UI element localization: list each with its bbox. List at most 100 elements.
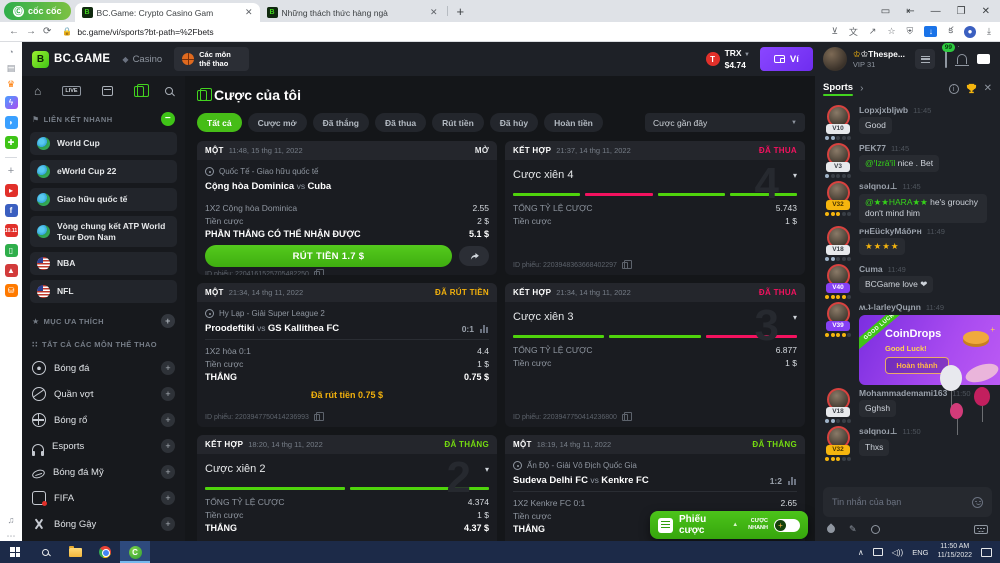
extension-icon[interactable]: క bbox=[948, 25, 954, 35]
chevron-right-icon[interactable]: › bbox=[860, 83, 864, 94]
hidden-icons-chevron[interactable]: ∧ bbox=[857, 547, 864, 557]
collapse-button[interactable]: − bbox=[161, 112, 175, 126]
coindrops-complete-button[interactable]: Hoàn thành bbox=[885, 356, 949, 374]
chevron-down-icon[interactable]: ▾ bbox=[484, 464, 489, 474]
minimize-button[interactable]: — bbox=[930, 5, 941, 17]
balance-selector[interactable]: T TRX ▼ $4.74 bbox=[705, 48, 750, 70]
add-icon[interactable]: + bbox=[161, 439, 175, 454]
downloads-icon[interactable]: ⤓ bbox=[987, 26, 991, 36]
messenger-icon[interactable]: ϟ bbox=[4, 96, 18, 109]
menu-button[interactable] bbox=[915, 49, 935, 69]
filter-pill[interactable]: Cược mở bbox=[247, 113, 307, 132]
nav-sports[interactable]: Các môn thể thao bbox=[174, 47, 250, 71]
add-icon[interactable]: + bbox=[161, 465, 175, 480]
language-indicator[interactable]: ENG bbox=[912, 547, 929, 557]
bcgame-logo[interactable]: B BC.GAME bbox=[32, 50, 110, 68]
share-button[interactable] bbox=[459, 246, 489, 266]
chevron-down-icon[interactable]: ▾ bbox=[792, 312, 797, 322]
crown-icon[interactable]: ♛ bbox=[6, 79, 16, 89]
copy-icon[interactable] bbox=[621, 260, 633, 269]
tab-close-icon[interactable]: ✕ bbox=[244, 7, 253, 17]
promo-hat-icon[interactable]: ▲ bbox=[4, 264, 18, 277]
more-icon[interactable]: ⋯ bbox=[6, 531, 16, 541]
betslip-button[interactable]: Phiếu cược ▲ CƯỢC NHANH bbox=[650, 511, 808, 539]
history-icon[interactable]: ◔ bbox=[8, 47, 14, 57]
maximize-button[interactable]: ❐ bbox=[956, 5, 966, 17]
copy-icon[interactable] bbox=[313, 412, 325, 421]
coccoc-brand-button[interactable]: Ⓒ cốc cốc bbox=[4, 2, 71, 20]
save-page-icon[interactable]: ⊻ bbox=[831, 26, 838, 36]
filter-pill[interactable]: Đã thắng bbox=[312, 113, 369, 132]
quick-link-item[interactable]: eWorld Cup 22 bbox=[30, 160, 177, 183]
taskbar-search-icon[interactable] bbox=[30, 541, 60, 563]
gif-keyboard-icon[interactable] bbox=[974, 524, 988, 534]
quickbet-toggle[interactable] bbox=[774, 518, 800, 532]
games-icon[interactable]: ✚ bbox=[4, 136, 18, 149]
chevron-down-icon[interactable]: ▾ bbox=[792, 170, 797, 180]
filter-pill[interactable]: Tất cả bbox=[197, 113, 242, 132]
add-icon[interactable]: + bbox=[161, 387, 175, 402]
chrome-icon[interactable] bbox=[90, 541, 120, 563]
sport-item[interactable]: Quần vợt + bbox=[30, 381, 177, 407]
sport-item[interactable]: Bóng đá Mỹ + bbox=[30, 459, 177, 485]
emoji-icon[interactable] bbox=[972, 496, 983, 508]
quick-link-item[interactable]: World Cup bbox=[30, 132, 177, 155]
sale-10-11-icon[interactable]: 10.11 bbox=[4, 224, 18, 237]
filter-pill[interactable]: Hoàn tiền bbox=[544, 113, 603, 132]
add-shortcut-icon[interactable]: + bbox=[7, 165, 15, 177]
sport-item[interactable]: FIFA + bbox=[30, 485, 177, 511]
zalo-chat-icon[interactable]: ◗ bbox=[4, 116, 18, 129]
copy-icon[interactable] bbox=[313, 269, 325, 275]
user-profile[interactable]: ♔♔Thespe... VIP 31 bbox=[822, 47, 905, 71]
tab-close-icon[interactable]: ✕ bbox=[429, 7, 438, 17]
live-icon[interactable]: LIVE bbox=[62, 86, 81, 96]
trophy-icon[interactable] bbox=[966, 83, 977, 94]
add-icon[interactable]: + bbox=[161, 361, 175, 376]
facebook-icon[interactable]: f bbox=[4, 204, 18, 217]
download-extension-icon[interactable]: ↓ bbox=[924, 26, 938, 37]
chat-rules-icon[interactable]: ✎ bbox=[849, 523, 857, 534]
taskbar-clock[interactable]: 11:50 AM 11/15/2022 bbox=[937, 543, 972, 561]
reading-list-icon[interactable]: ▤ bbox=[6, 63, 16, 73]
media-control-icon[interactable]: ▭ bbox=[880, 5, 891, 17]
sport-item[interactable]: Bóng đá + bbox=[30, 355, 177, 381]
sort-dropdown[interactable]: Cược gần đây ▼ bbox=[645, 113, 805, 132]
start-button[interactable] bbox=[0, 541, 30, 563]
youtube-icon[interactable]: ▸ bbox=[4, 184, 18, 197]
quick-link-item[interactable]: Vòng chung kết ATP World Tour Đơn Nam bbox=[30, 216, 177, 248]
notifications-bell-icon[interactable]: ♫ bbox=[7, 515, 15, 525]
chat-tab-sports[interactable]: Sports bbox=[823, 82, 854, 96]
add-icon[interactable]: + bbox=[161, 413, 175, 428]
filter-pill[interactable]: Đã thua bbox=[374, 113, 427, 132]
network-icon[interactable] bbox=[872, 548, 883, 556]
nav-casino[interactable]: ◆ Casino bbox=[122, 54, 162, 65]
stats-icon[interactable] bbox=[480, 324, 489, 333]
restore-tab-icon[interactable]: ⇤ bbox=[906, 5, 915, 17]
add-favorite-button[interactable]: + bbox=[161, 314, 175, 329]
browser-tab-active[interactable]: B BC.Game: Crypto Casino Gam ✕ bbox=[74, 3, 260, 22]
chat-input[interactable]: Tin nhắn của bạn bbox=[823, 487, 992, 517]
close-icon[interactable]: ✕ bbox=[983, 83, 992, 94]
quick-link-item[interactable]: NFL bbox=[30, 280, 177, 304]
new-tab-button[interactable]: + bbox=[456, 3, 465, 19]
share-icon[interactable]: ↗ bbox=[868, 26, 877, 36]
schedule-icon[interactable] bbox=[101, 86, 113, 96]
rain-icon[interactable] bbox=[825, 523, 837, 535]
wallet-button[interactable]: Ví bbox=[759, 47, 813, 71]
cart-icon[interactable]: ⛁ bbox=[4, 284, 18, 297]
cashout-button[interactable]: RÚT TIỀN 1.7 $ bbox=[205, 245, 452, 267]
bell-icon[interactable] bbox=[955, 54, 969, 66]
shop-icon[interactable]: ▯ bbox=[4, 244, 18, 257]
url-box[interactable]: 🔒 bc.game/vi/sports?bt-path=%2Fbets bbox=[58, 25, 478, 39]
close-button[interactable]: ✕ bbox=[981, 5, 990, 17]
add-icon[interactable]: + bbox=[161, 491, 175, 506]
add-icon[interactable]: + bbox=[161, 517, 175, 532]
back-icon[interactable]: ← bbox=[9, 26, 19, 37]
quick-link-item[interactable]: NBA bbox=[30, 252, 177, 276]
adblock-icon[interactable]: ⛨ bbox=[906, 26, 914, 36]
filter-pill[interactable]: Rút tiền bbox=[432, 113, 484, 132]
browser-profile-avatar[interactable]: ● bbox=[964, 25, 977, 38]
inbox-button[interactable]: 99 bbox=[941, 43, 955, 68]
coindrops-card[interactable]: GOOD LUCK CoinDrops Good Luck! Hoàn thành bbox=[859, 314, 1000, 385]
bookmark-star-icon[interactable]: ☆ bbox=[887, 26, 896, 36]
